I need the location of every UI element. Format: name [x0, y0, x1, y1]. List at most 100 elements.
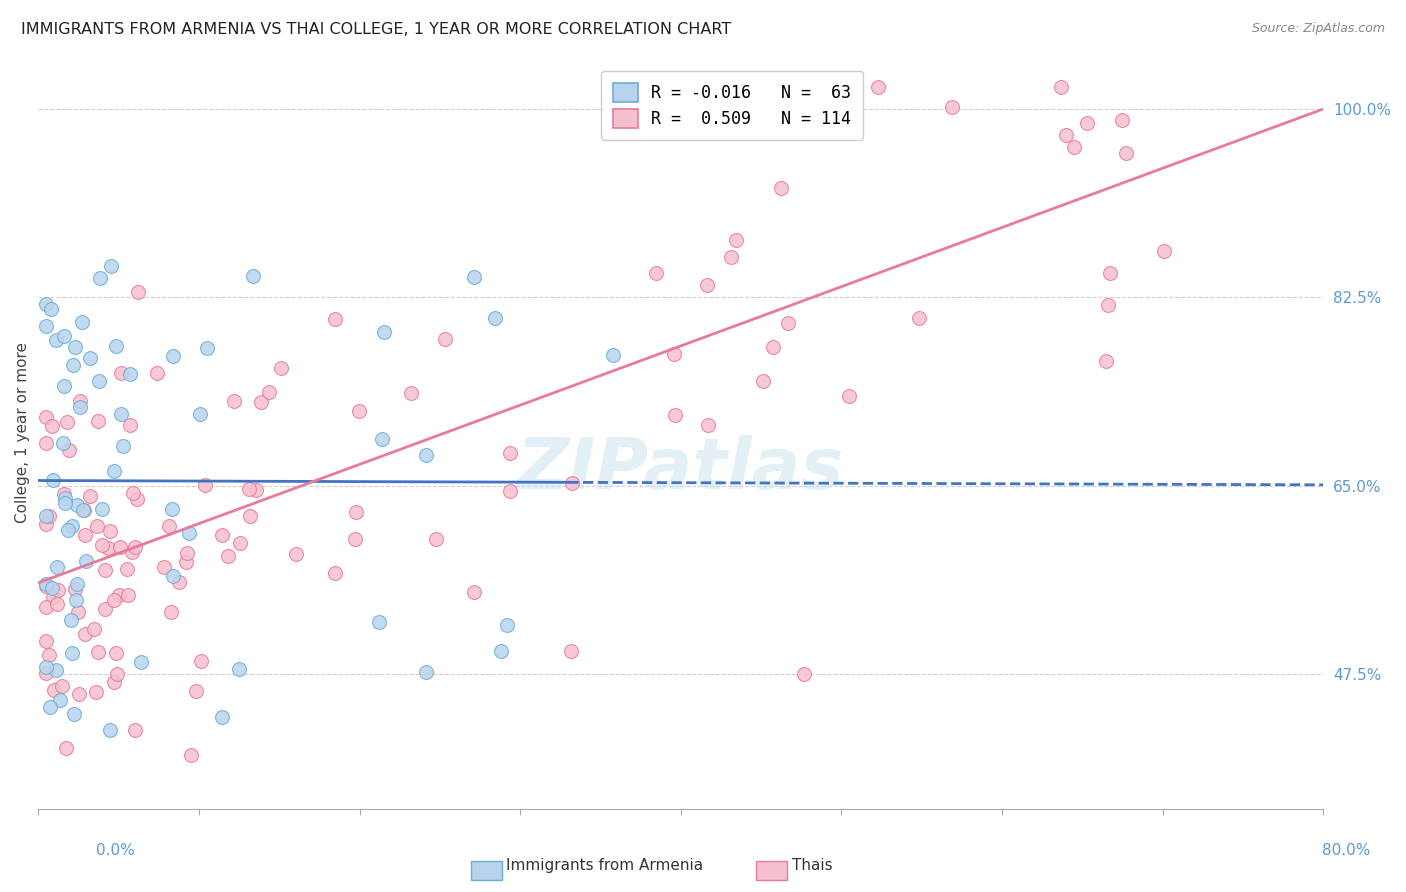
- Point: [662, 347, 685, 361]
- Point: [1095, 353, 1118, 368]
- Point: [325, 312, 347, 326]
- Point: [561, 476, 583, 491]
- Point: [58, 523, 80, 537]
- Point: [46, 582, 69, 597]
- Point: [53, 328, 76, 343]
- Point: [489, 644, 512, 658]
- Point: [45, 663, 67, 677]
- Point: [239, 509, 262, 524]
- Point: [285, 547, 308, 561]
- Point: [35, 318, 58, 333]
- Point: [602, 347, 624, 361]
- Point: [97, 541, 120, 555]
- Point: [91, 502, 114, 516]
- Point: [127, 285, 149, 299]
- Point: [117, 562, 139, 576]
- Point: [776, 316, 799, 330]
- Point: [42, 683, 65, 698]
- Point: [167, 575, 190, 590]
- Text: IMMIGRANTS FROM ARMENIA VS THAI COLLEGE, 1 YEAR OR MORE CORRELATION CHART: IMMIGRANTS FROM ARMENIA VS THAI COLLEGE,…: [21, 22, 731, 37]
- Point: [217, 549, 239, 563]
- Point: [69, 400, 91, 414]
- Point: [769, 181, 792, 195]
- Point: [45, 597, 67, 611]
- Text: Immigrants from Armenia: Immigrants from Armenia: [506, 858, 703, 873]
- Point: [52, 379, 75, 393]
- Point: [35, 577, 58, 591]
- Point: [110, 408, 132, 422]
- Point: [866, 80, 889, 95]
- Point: [35, 660, 58, 674]
- Point: [75, 553, 97, 567]
- Point: [238, 483, 260, 497]
- Y-axis label: College, 1 year or more: College, 1 year or more: [15, 342, 30, 523]
- Point: [39, 302, 62, 317]
- Point: [66, 498, 89, 512]
- Point: [105, 666, 128, 681]
- Point: [51, 679, 73, 693]
- Point: [103, 464, 125, 478]
- Point: [65, 582, 87, 597]
- Legend: R = -0.016   N =  63, R =  0.509   N = 114: R = -0.016 N = 63, R = 0.509 N = 114: [602, 71, 863, 139]
- Point: [73, 528, 96, 542]
- Point: [117, 588, 139, 602]
- Point: [35, 578, 58, 592]
- Point: [110, 540, 132, 554]
- Point: [86, 519, 108, 533]
- Point: [152, 560, 174, 574]
- Point: [664, 408, 686, 422]
- Point: [720, 250, 742, 264]
- Point: [41, 581, 63, 595]
- Point: [87, 645, 110, 659]
- Point: [75, 626, 97, 640]
- Point: [42, 590, 65, 604]
- Point: [176, 555, 198, 569]
- Point: [53, 491, 76, 505]
- Point: [121, 485, 143, 500]
- Point: [696, 418, 718, 433]
- Point: [347, 404, 370, 418]
- Point: [58, 442, 80, 457]
- Point: [229, 536, 252, 550]
- Point: [1153, 244, 1175, 258]
- Point: [250, 394, 273, 409]
- Point: [188, 407, 211, 421]
- Text: Thais: Thais: [792, 858, 832, 873]
- Point: [1050, 80, 1073, 95]
- Point: [63, 341, 86, 355]
- Text: ZIPatlas: ZIPatlas: [517, 435, 845, 504]
- Point: [195, 341, 218, 355]
- Point: [42, 474, 65, 488]
- Text: Source: ZipAtlas.com: Source: ZipAtlas.com: [1251, 22, 1385, 36]
- Point: [105, 339, 128, 353]
- Point: [121, 545, 143, 559]
- Point: [79, 489, 101, 503]
- Point: [367, 615, 389, 629]
- Point: [270, 360, 292, 375]
- Point: [60, 647, 83, 661]
- Point: [62, 358, 84, 372]
- Point: [100, 259, 122, 273]
- Point: [793, 666, 815, 681]
- Point: [1076, 116, 1098, 130]
- Point: [560, 644, 582, 658]
- Point: [72, 503, 94, 517]
- Point: [499, 484, 522, 499]
- Point: [484, 311, 506, 326]
- Point: [91, 538, 114, 552]
- Point: [69, 393, 91, 408]
- Point: [463, 584, 485, 599]
- Point: [35, 666, 58, 681]
- Point: [38, 699, 60, 714]
- Point: [415, 448, 437, 462]
- Point: [103, 592, 125, 607]
- Point: [73, 503, 96, 517]
- Point: [66, 577, 89, 591]
- Point: [159, 605, 181, 619]
- Point: [463, 270, 485, 285]
- Point: [146, 366, 169, 380]
- Point: [415, 665, 437, 679]
- Point: [425, 532, 447, 546]
- Point: [498, 446, 520, 460]
- Point: [35, 633, 58, 648]
